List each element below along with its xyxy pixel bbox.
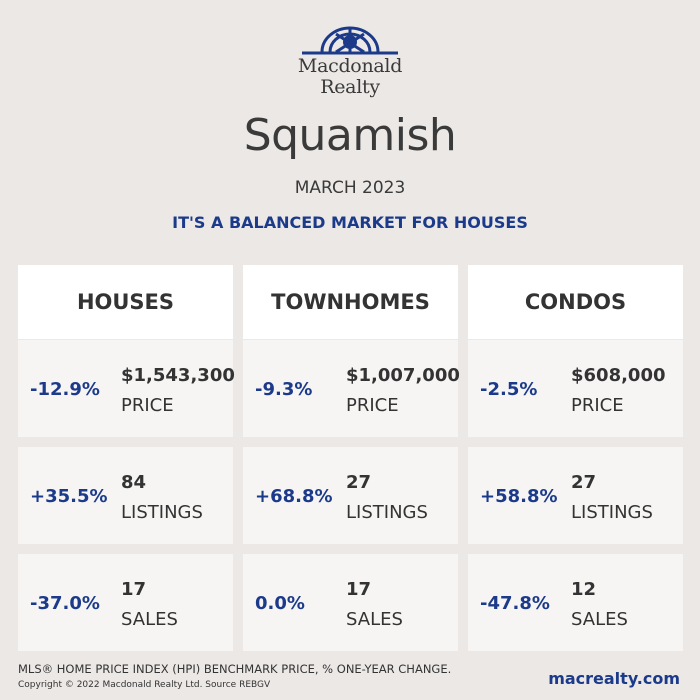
- sales-cell: -47.8% 12 SALES: [468, 554, 683, 651]
- city-title: Squamish: [243, 110, 457, 161]
- stat-value: $608,000: [571, 365, 666, 386]
- change-value: +58.8%: [480, 486, 558, 507]
- stat-value: 17: [346, 579, 372, 600]
- change-value: -37.0%: [30, 593, 100, 614]
- column-houses: HOUSES -12.9% $1,543,300 PRICE +35.5% 84…: [18, 265, 235, 651]
- listings-cell: +35.5% 84 LISTINGS: [18, 447, 233, 544]
- stat-label: PRICE: [121, 395, 174, 416]
- footer-note: MLS® HOME PRICE INDEX (HPI) BENCHMARK PR…: [18, 662, 452, 676]
- stat-value: 12: [571, 579, 597, 600]
- stat-label: PRICE: [571, 395, 624, 416]
- change-value: -12.9%: [30, 379, 100, 400]
- sales-cell: -37.0% 17 SALES: [18, 554, 233, 651]
- report-period: MARCH 2023: [294, 178, 406, 198]
- sales-cell: 0.0% 17 SALES: [243, 554, 458, 651]
- change-value: -2.5%: [480, 379, 538, 400]
- brand-logo: Macdonald Realty: [0, 22, 700, 98]
- listings-cell: +68.8% 27 LISTINGS: [243, 447, 458, 544]
- column-header: TOWNHOMES: [243, 265, 458, 339]
- macdonald-realty-logo-icon: [302, 26, 398, 55]
- stat-label: LISTINGS: [346, 502, 428, 523]
- change-value: -47.8%: [480, 593, 550, 614]
- stat-label: PRICE: [346, 395, 399, 416]
- market-headline: IT'S A BALANCED MARKET FOR HOUSES: [172, 213, 528, 232]
- change-value: 0.0%: [255, 593, 305, 614]
- stat-label: LISTINGS: [571, 502, 653, 523]
- listings-cell: +58.8% 27 LISTINGS: [468, 447, 683, 544]
- footer-copyright: Copyright © 2022 Macdonald Realty Ltd. S…: [18, 680, 271, 690]
- price-cell: -12.9% $1,543,300 PRICE: [18, 340, 235, 437]
- stat-value: 27: [571, 472, 597, 493]
- stat-value: 17: [121, 579, 147, 600]
- column-header: HOUSES: [18, 265, 233, 339]
- website-link[interactable]: macrealty.com: [548, 669, 680, 688]
- change-value: -9.3%: [255, 379, 313, 400]
- column-condos: CONDOS -2.5% $608,000 PRICE +58.8% 27 LI…: [468, 265, 683, 651]
- price-cell: -9.3% $1,007,000 PRICE: [243, 340, 460, 437]
- change-value: +35.5%: [30, 486, 108, 507]
- stat-value: $1,007,000: [346, 365, 460, 386]
- stat-value: 27: [346, 472, 372, 493]
- stat-value: 84: [121, 472, 147, 493]
- brand-name-line2: Realty: [320, 76, 380, 98]
- price-cell: -2.5% $608,000 PRICE: [468, 340, 683, 437]
- stat-label: SALES: [571, 609, 628, 630]
- stat-value: $1,543,300: [121, 365, 235, 386]
- column-header: CONDOS: [468, 265, 683, 339]
- change-value: +68.8%: [255, 486, 333, 507]
- column-townhomes: TOWNHOMES -9.3% $1,007,000 PRICE +68.8% …: [243, 265, 460, 651]
- stat-label: LISTINGS: [121, 502, 203, 523]
- brand-name-line1: Macdonald: [297, 55, 403, 77]
- stat-label: SALES: [346, 609, 403, 630]
- stat-label: SALES: [121, 609, 178, 630]
